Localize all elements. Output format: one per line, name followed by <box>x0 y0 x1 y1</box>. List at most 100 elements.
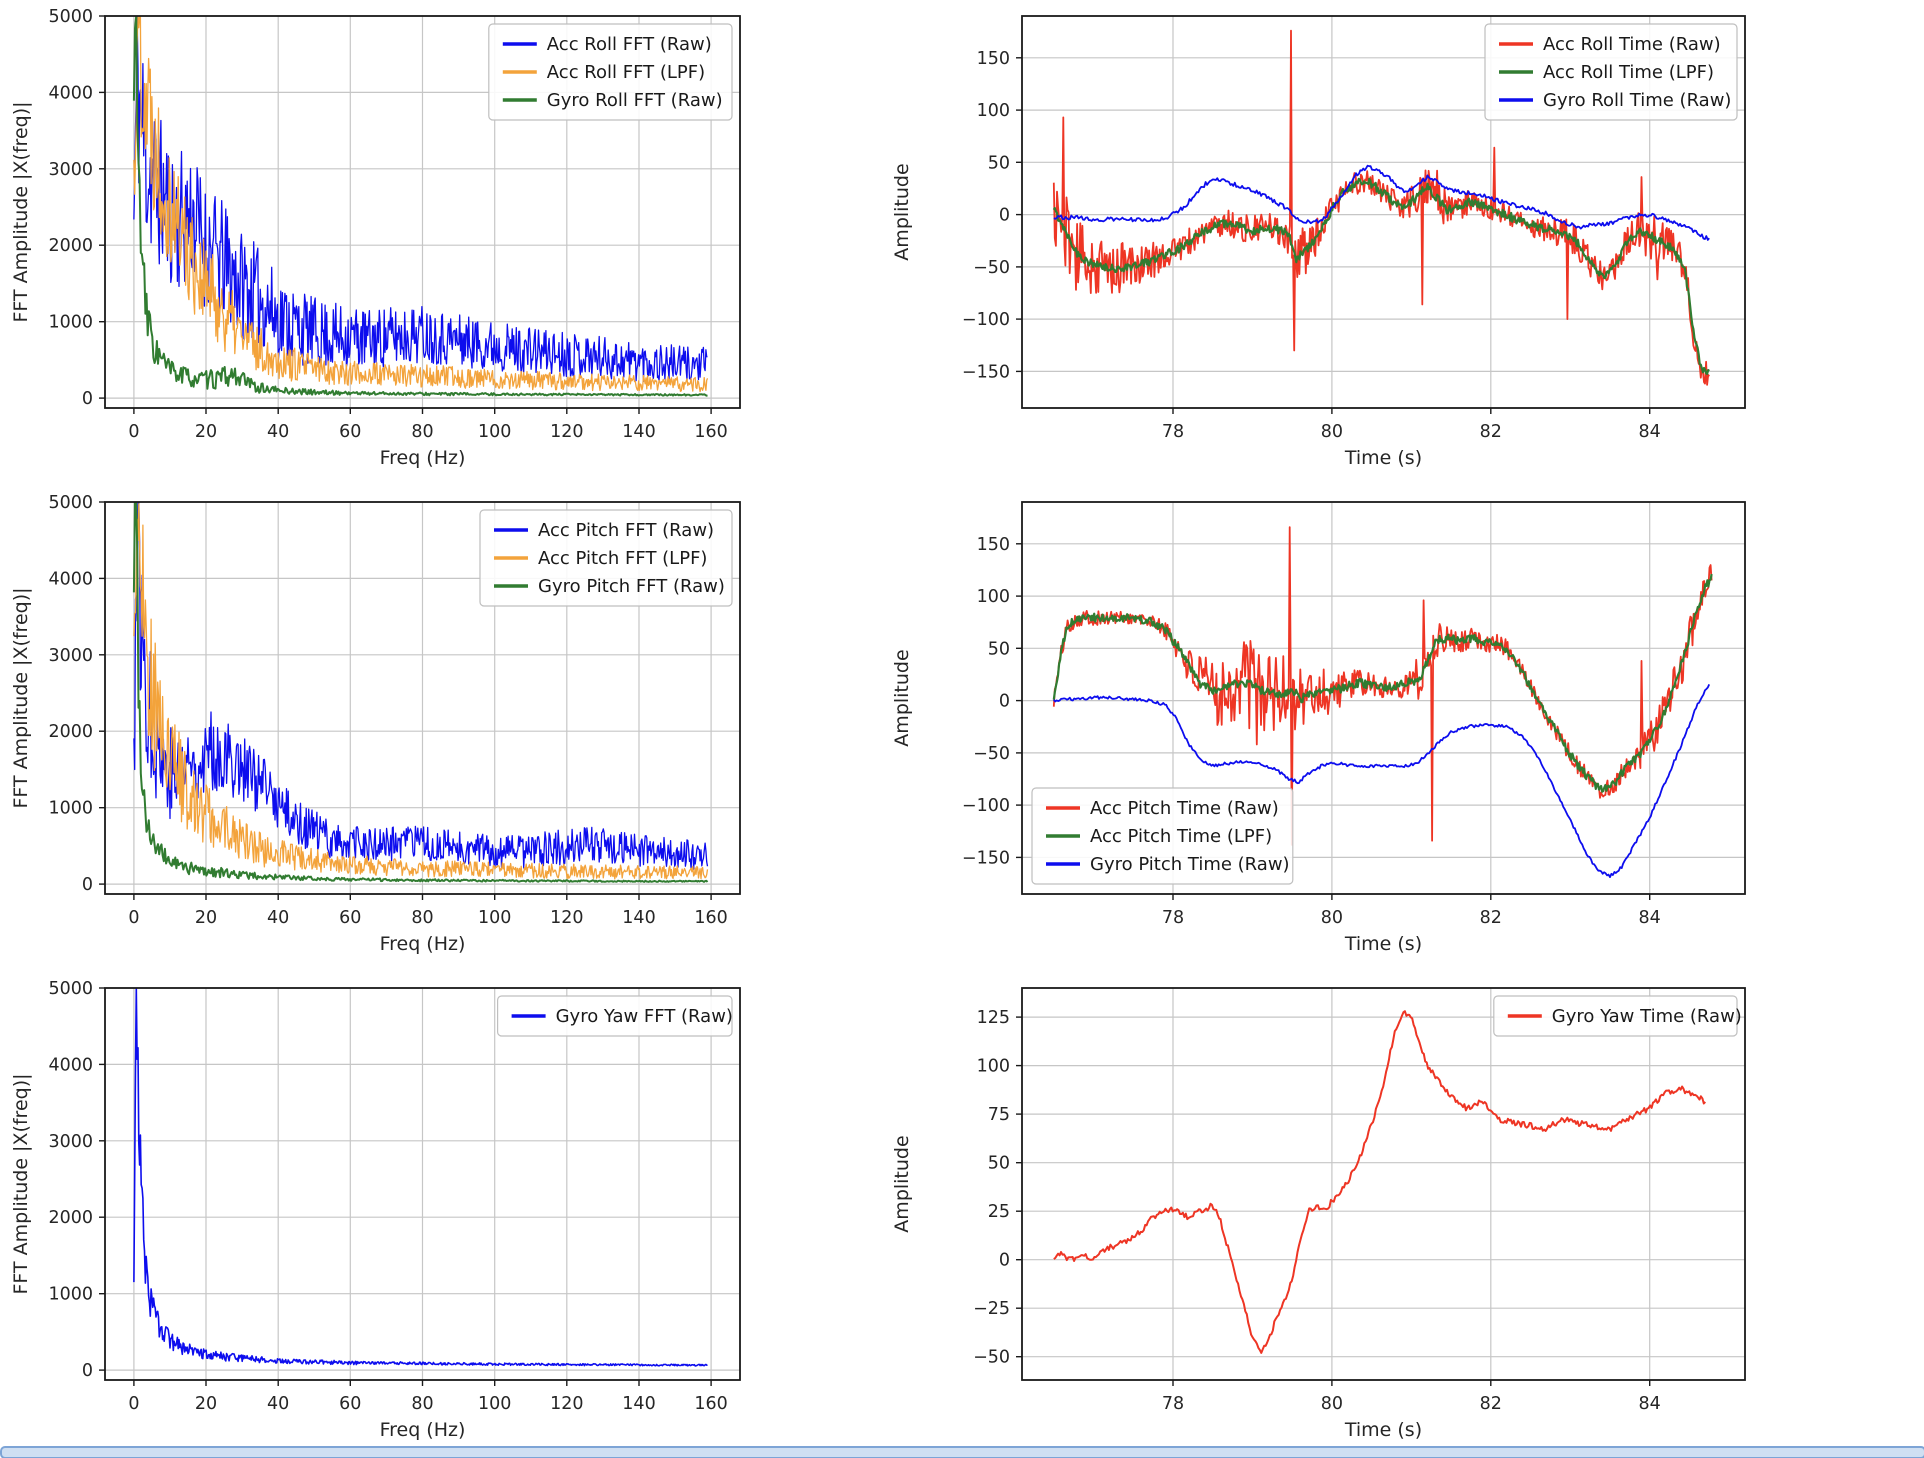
x-tick-label: 80 <box>411 1394 433 1414</box>
y-axis-label: Amplitude <box>891 1135 913 1232</box>
y-tick-label: 3000 <box>48 1132 93 1152</box>
series-acc-pitch-fft-raw <box>133 502 709 870</box>
panel-time-pitch: 78 80 82 84 −150 −100 −50 0 50 100 150 Time (s) Ampl… <box>855 486 1790 972</box>
horizontal-scrollbar[interactable] <box>0 1446 1924 1458</box>
y-tick-label: 50 <box>988 639 1010 659</box>
x-tick-label: 78 <box>1162 908 1184 928</box>
y-tick-label: 75 <box>988 1105 1010 1125</box>
y-tick-label: −50 <box>973 744 1010 764</box>
series-group <box>133 988 708 1367</box>
x-axis-label: Freq (Hz) <box>380 447 466 469</box>
x-tick-label: 80 <box>1321 1394 1343 1414</box>
x-axis-label: Freq (Hz) <box>380 933 466 955</box>
x-tick-label: 40 <box>267 908 289 928</box>
series-acc-roll-time-lpf <box>1052 177 1710 376</box>
x-tick-label: 84 <box>1639 422 1661 442</box>
y-tick-label: 0 <box>82 389 93 409</box>
y-tick-label: 4000 <box>48 1055 93 1075</box>
fft-pitch-chart: 0 20 40 60 80 100 120 140 160 0 1000 2000 3000 4000 50… <box>10 493 741 955</box>
panel-fft-yaw: 0 20 40 60 80 100 120 140 160 0 1000 2000 3000 4000 50… <box>0 972 800 1458</box>
x-tick-label: 82 <box>1480 908 1502 928</box>
x-tick-label: 80 <box>411 908 433 928</box>
y-axis-label: FFT Amplitude |X(freq)| <box>10 1073 32 1294</box>
fft-yaw-chart: 0 20 40 60 80 100 120 140 160 0 1000 2000 3000 4000 50… <box>10 979 741 1441</box>
axes-frame <box>1021 15 1746 409</box>
x-tick-label: 60 <box>339 422 361 442</box>
x-tick-label: 84 <box>1639 1394 1661 1414</box>
legend-label: Gyro Yaw Time (Raw) <box>1552 1006 1742 1027</box>
series-gyro-yaw-fft-raw <box>133 988 708 1367</box>
y-tick-label: 50 <box>988 1154 1010 1174</box>
y-tick-label: 2000 <box>48 722 93 742</box>
y-tick-label: 2000 <box>48 1208 93 1228</box>
y-tick-label: 100 <box>977 587 1010 607</box>
series-group <box>1052 526 1713 879</box>
legend <box>1031 787 1294 885</box>
y-tick-label: 100 <box>977 1057 1010 1077</box>
x-tick-label: 82 <box>1480 1394 1502 1414</box>
series-gyro-pitch-time-raw <box>1053 684 1711 879</box>
panel-time-roll: 78 80 82 84 −150 −100 −50 0 50 100 150 Time (s) Ampl… <box>855 0 1790 486</box>
x-tick-label: 100 <box>478 1394 511 1414</box>
y-tick-label: 5000 <box>48 7 93 27</box>
y-tick-label: −100 <box>962 796 1010 816</box>
series-acc-roll-fft-lpf <box>133 16 709 393</box>
legend-label: Gyro Roll FFT (Raw) <box>547 90 723 111</box>
panel-time-yaw: 78 80 82 84 −50 −25 0 25 50 75 100 125 Time (s) Ampli… <box>855 972 1790 1458</box>
x-tick-label: 160 <box>694 422 727 442</box>
x-tick-label: 80 <box>1321 908 1343 928</box>
axes-frame <box>1021 987 1746 1381</box>
y-tick-label: 25 <box>988 1202 1010 1222</box>
legend-label: Acc Roll FFT (LPF) <box>547 62 705 83</box>
y-tick-label: 1000 <box>48 313 93 333</box>
x-tick-label: 160 <box>694 1394 727 1414</box>
series-group <box>1053 1010 1707 1354</box>
x-tick-label: 78 <box>1162 422 1184 442</box>
series-acc-pitch-fft-lpf <box>133 503 709 880</box>
y-tick-label: −50 <box>973 1348 1010 1368</box>
x-tick-label: 80 <box>411 422 433 442</box>
x-tick-label: 20 <box>195 908 217 928</box>
y-tick-label: 2000 <box>48 236 93 256</box>
y-tick-label: 100 <box>977 101 1010 121</box>
y-tick-label: 1000 <box>48 799 93 819</box>
x-tick-label: 78 <box>1162 1394 1184 1414</box>
y-tick-label: 150 <box>977 535 1010 555</box>
y-axis-label: FFT Amplitude |X(freq)| <box>10 101 32 322</box>
y-tick-label: 4000 <box>48 569 93 589</box>
legend-label: Gyro Yaw FFT (Raw) <box>556 1006 733 1027</box>
x-tick-label: 40 <box>267 422 289 442</box>
x-tick-label: 20 <box>195 422 217 442</box>
x-tick-label: 20 <box>195 1394 217 1414</box>
fft-roll-chart: 0 20 40 60 80 100 120 140 160 0 1000 2000 3000 4000 50… <box>10 7 741 469</box>
y-tick-label: 0 <box>82 1361 93 1381</box>
x-axis-label: Freq (Hz) <box>380 1419 466 1441</box>
y-tick-label: −150 <box>962 848 1010 868</box>
y-tick-label: −25 <box>973 1299 1010 1319</box>
time-pitch-chart: 78 80 82 84 −150 −100 −50 0 50 100 150 Time (s) Ampl… <box>891 501 1746 955</box>
legend-label: Acc Pitch FFT (LPF) <box>538 548 707 569</box>
legend-label: Gyro Pitch Time (Raw) <box>1090 854 1290 875</box>
x-tick-label: 120 <box>550 1394 583 1414</box>
x-tick-label: 120 <box>550 422 583 442</box>
legend-label: Gyro Pitch FFT (Raw) <box>538 576 725 597</box>
series-gyro-roll-fft-raw <box>132 16 708 397</box>
series-acc-pitch-time-lpf <box>1052 573 1713 793</box>
y-tick-label: 1000 <box>48 1285 93 1305</box>
y-tick-label: 3000 <box>48 160 93 180</box>
series-acc-roll-fft-raw <box>133 16 708 382</box>
legend <box>1493 995 1738 1037</box>
legend <box>497 995 733 1037</box>
series-gyro-roll-time-raw <box>1053 164 1710 241</box>
x-axis-label: Time (s) <box>1344 1419 1422 1441</box>
x-tick-label: 60 <box>339 908 361 928</box>
y-tick-label: 50 <box>988 153 1010 173</box>
x-tick-label: 40 <box>267 1394 289 1414</box>
legend <box>1484 23 1738 121</box>
y-tick-label: 0 <box>82 875 93 895</box>
x-tick-label: 100 <box>478 908 511 928</box>
legend <box>488 23 733 121</box>
x-tick-label: 82 <box>1480 422 1502 442</box>
y-tick-label: −100 <box>962 310 1010 330</box>
